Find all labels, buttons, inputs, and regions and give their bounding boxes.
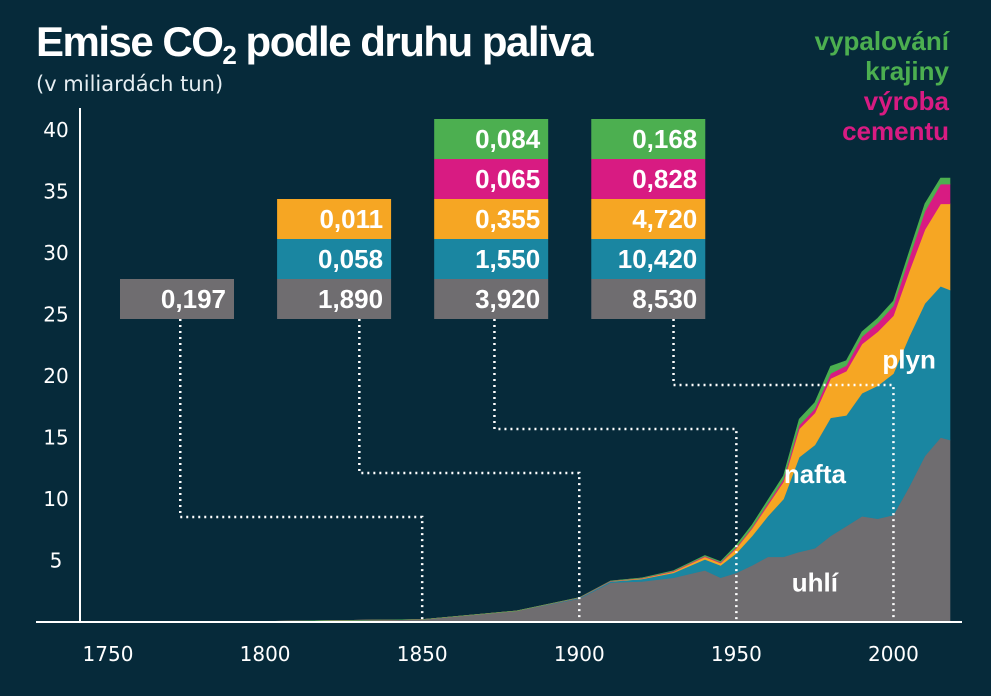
legend-cement-line1: výroba (863, 86, 949, 116)
callout-box (591, 279, 706, 319)
leader-line (179, 319, 424, 620)
callout-box (120, 279, 234, 319)
callout-1850: 3,920 1,550 0,355 0,065 0,084 (434, 119, 549, 319)
legend-flaring-line1: vypalování (814, 26, 949, 56)
series-label: plyn (882, 345, 935, 375)
y-tick-label: 20 (43, 364, 68, 388)
callout-box (591, 119, 706, 159)
flaring-area (107, 177, 951, 623)
series-label: nafta (784, 459, 847, 489)
callout-value: 0,058 (318, 244, 383, 274)
callout-box (434, 239, 549, 279)
legend-flaring-line2: krajiny (865, 56, 949, 86)
callout-1800: 1,890 0,058 0,011 (277, 199, 392, 319)
x-tick-label: 2000 (868, 642, 919, 666)
x-tick-label: 1800 (240, 642, 291, 666)
callout-value: 0,084 (475, 124, 541, 154)
y-tick-label: 10 (43, 487, 68, 511)
callout-box (434, 279, 549, 319)
callout-value: 0,065 (475, 164, 540, 194)
callout-box (277, 239, 392, 279)
callout-value: 1,550 (475, 244, 540, 274)
callout-box (277, 199, 392, 239)
leader-line (493, 319, 738, 620)
leader-line (358, 319, 581, 620)
callout-box (434, 119, 549, 159)
callout-value: 8,530 (632, 284, 697, 314)
leader-line (672, 319, 895, 620)
x-tick-label: 1900 (554, 642, 605, 666)
y-tick-label: 40 (43, 118, 68, 142)
callout-box (591, 239, 706, 279)
callout-value: 0,197 (161, 284, 226, 314)
legend-cement-line2: cementu (842, 116, 949, 146)
callout-value: 0,168 (632, 124, 697, 154)
callout-value: 4,720 (632, 204, 697, 234)
callout-box (434, 159, 549, 199)
y-tick-label: 5 (50, 549, 63, 573)
title-main: Emise CO (36, 18, 224, 65)
title-rest: podle druhu paliva (235, 18, 594, 65)
y-tick-label: 30 (43, 241, 68, 265)
callout-value: 10,420 (618, 244, 698, 274)
y-tick-label: 35 (43, 180, 68, 204)
callout-box (591, 199, 706, 239)
chart-title: Emise CO2 podle druhu paliva (36, 18, 594, 71)
callout-1750: 0,197 (120, 279, 234, 319)
chart-subtitle: (v miliardách tun) (36, 72, 224, 96)
callout-value: 0,355 (475, 204, 540, 234)
callout-1900: 8,530 10,420 4,720 0,828 0,168 (591, 119, 706, 319)
series-label: uhlí (792, 567, 839, 597)
y-tick-label: 25 (43, 303, 68, 327)
callout-box (277, 279, 392, 319)
callout-box (434, 199, 549, 239)
title-subscript: 2 (222, 40, 236, 70)
callout-box (591, 159, 706, 199)
y-tick-label: 15 (43, 426, 68, 450)
callout-value: 0,011 (319, 204, 383, 234)
x-tick-label: 1750 (83, 642, 134, 666)
callout-value: 3,920 (475, 284, 540, 314)
legend: vypalování krajiny výroba cementu (815, 26, 949, 146)
x-tick-label: 1950 (711, 642, 762, 666)
x-tick-label: 1850 (397, 642, 448, 666)
callout-value: 1,890 (318, 284, 383, 314)
callout-value: 0,828 (632, 164, 697, 194)
